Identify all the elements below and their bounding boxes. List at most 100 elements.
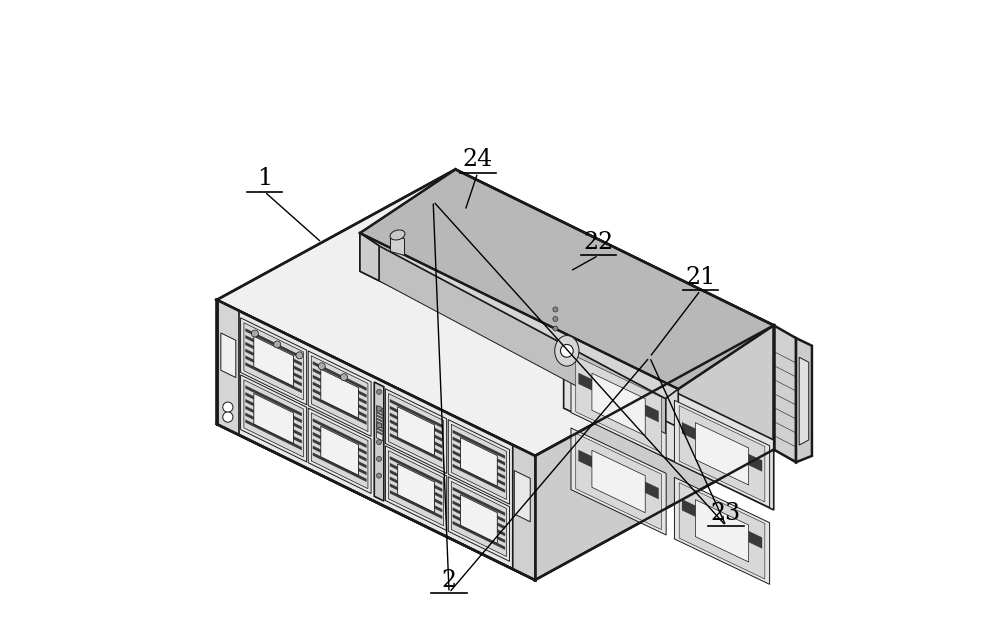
Polygon shape	[377, 415, 382, 419]
Circle shape	[560, 345, 573, 357]
Polygon shape	[321, 426, 359, 475]
Polygon shape	[576, 433, 661, 530]
Polygon shape	[390, 399, 442, 427]
Text: 23: 23	[711, 501, 741, 524]
Circle shape	[341, 374, 348, 381]
Polygon shape	[313, 375, 366, 404]
Polygon shape	[254, 394, 293, 443]
Polygon shape	[390, 413, 442, 441]
Polygon shape	[313, 362, 366, 390]
Polygon shape	[377, 431, 382, 435]
Polygon shape	[453, 508, 505, 536]
Polygon shape	[592, 373, 645, 436]
Circle shape	[376, 406, 382, 411]
Polygon shape	[448, 477, 510, 561]
Polygon shape	[453, 501, 505, 529]
Text: 2: 2	[442, 568, 457, 591]
Polygon shape	[385, 389, 447, 473]
Polygon shape	[360, 170, 774, 389]
Polygon shape	[246, 336, 302, 366]
Polygon shape	[360, 233, 678, 427]
Text: 22: 22	[584, 231, 614, 254]
Polygon shape	[535, 325, 774, 580]
Polygon shape	[682, 500, 762, 548]
Polygon shape	[244, 323, 303, 400]
Polygon shape	[217, 300, 239, 435]
Polygon shape	[390, 491, 442, 519]
Polygon shape	[244, 380, 303, 457]
Polygon shape	[313, 453, 366, 482]
Ellipse shape	[390, 230, 405, 240]
Polygon shape	[246, 329, 302, 359]
Polygon shape	[246, 399, 302, 429]
Polygon shape	[377, 418, 382, 422]
Polygon shape	[679, 483, 765, 579]
Polygon shape	[451, 482, 506, 556]
Polygon shape	[451, 424, 506, 500]
Polygon shape	[313, 389, 366, 418]
Polygon shape	[246, 413, 302, 443]
Polygon shape	[377, 412, 382, 416]
Polygon shape	[390, 420, 442, 448]
Polygon shape	[448, 420, 510, 504]
Polygon shape	[311, 356, 368, 431]
Polygon shape	[513, 445, 535, 580]
Polygon shape	[311, 413, 368, 489]
Polygon shape	[679, 406, 765, 502]
Text: 1: 1	[257, 167, 272, 191]
Polygon shape	[376, 406, 383, 441]
Polygon shape	[360, 233, 379, 281]
Polygon shape	[246, 385, 302, 416]
Polygon shape	[774, 325, 796, 463]
Polygon shape	[674, 400, 770, 507]
Polygon shape	[579, 450, 659, 499]
Polygon shape	[453, 494, 505, 523]
Circle shape	[223, 402, 233, 412]
Polygon shape	[217, 300, 535, 580]
Polygon shape	[514, 471, 530, 522]
Circle shape	[376, 389, 382, 394]
Polygon shape	[390, 427, 442, 455]
Polygon shape	[241, 375, 307, 462]
Polygon shape	[246, 342, 302, 373]
Polygon shape	[379, 246, 666, 434]
Polygon shape	[398, 407, 434, 456]
Polygon shape	[695, 500, 749, 562]
Circle shape	[274, 341, 281, 348]
Polygon shape	[377, 408, 382, 413]
Circle shape	[376, 440, 382, 445]
Polygon shape	[579, 373, 659, 422]
Polygon shape	[313, 439, 366, 468]
Polygon shape	[313, 426, 366, 454]
Polygon shape	[313, 382, 366, 411]
Polygon shape	[453, 487, 505, 516]
Polygon shape	[453, 514, 505, 543]
Polygon shape	[313, 368, 366, 397]
Circle shape	[553, 326, 558, 331]
Polygon shape	[390, 470, 442, 498]
Ellipse shape	[555, 336, 579, 366]
Polygon shape	[241, 318, 307, 404]
Polygon shape	[321, 369, 359, 418]
Polygon shape	[453, 521, 505, 549]
Polygon shape	[453, 450, 505, 479]
Polygon shape	[246, 349, 302, 379]
Polygon shape	[453, 437, 505, 465]
Circle shape	[553, 307, 558, 312]
Polygon shape	[385, 446, 447, 531]
Circle shape	[376, 473, 382, 478]
Polygon shape	[390, 477, 442, 505]
Polygon shape	[592, 450, 645, 513]
Polygon shape	[576, 356, 661, 452]
Polygon shape	[390, 433, 442, 462]
Polygon shape	[390, 463, 442, 491]
Polygon shape	[796, 338, 812, 463]
Polygon shape	[390, 484, 442, 512]
Polygon shape	[390, 406, 442, 434]
Polygon shape	[313, 446, 366, 475]
Polygon shape	[246, 362, 302, 393]
Polygon shape	[461, 438, 497, 486]
Polygon shape	[388, 394, 444, 469]
Circle shape	[376, 456, 382, 461]
Polygon shape	[246, 356, 302, 386]
